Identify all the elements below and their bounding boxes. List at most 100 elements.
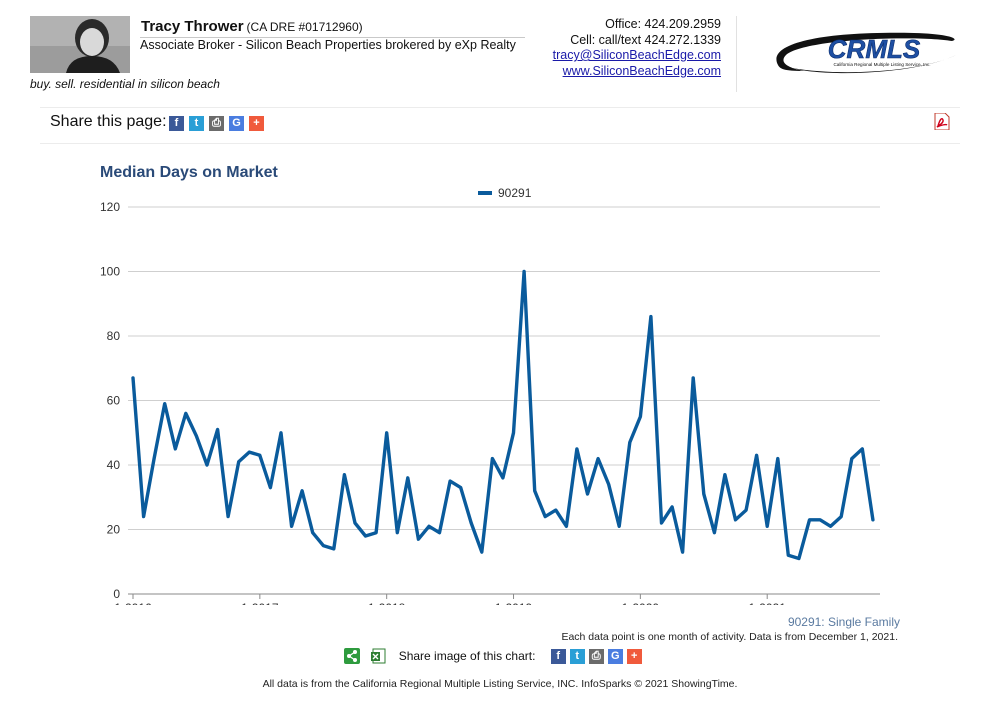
share-icon[interactable] <box>344 648 360 664</box>
data-point <box>322 544 325 547</box>
website-link[interactable]: www.SiliconBeachEdge.com <box>562 63 721 78</box>
data-point <box>628 441 631 444</box>
data-point <box>290 525 293 528</box>
chart-legend[interactable]: 90291 <box>478 186 531 200</box>
data-point <box>776 457 779 460</box>
x-tick-label: 1-2020 <box>622 601 660 605</box>
plus-icon[interactable]: + <box>249 116 264 131</box>
google-icon[interactable]: G <box>229 116 244 131</box>
facebook-icon[interactable]: f <box>550 649 566 664</box>
x-tick-label: 1-2019 <box>495 601 533 605</box>
twitter-icon[interactable]: t <box>569 649 585 664</box>
contact-divider <box>736 16 737 92</box>
median-days-chart: 0 20 40 60 80 100 120 1-2016 1-2017 1-2018 1-2019 1… <box>100 200 880 605</box>
x-tick-label: 1-2017 <box>241 601 279 605</box>
share-image-label: Share image of this chart: <box>398 649 536 663</box>
data-point <box>258 454 261 457</box>
print-icon[interactable]: ⎙ <box>588 649 604 664</box>
data-point <box>850 457 853 460</box>
cell-phone: Cell: call/text 424.272.1339 <box>570 32 721 47</box>
google-icon[interactable]: G <box>607 649 623 664</box>
logo-subtext: California Regional Multiple Listing Ser… <box>833 62 930 67</box>
x-tick-label: 1-2018 <box>368 601 406 605</box>
chart-title: Median Days on Market <box>100 164 278 181</box>
office-phone: Office: 424.209.2959 <box>605 17 721 31</box>
excel-icon[interactable] <box>371 648 387 664</box>
data-point <box>438 531 441 534</box>
series-note: 90291: Single Family <box>787 615 900 629</box>
data-point <box>861 447 864 450</box>
data-point <box>428 525 430 528</box>
data-point <box>227 515 230 518</box>
data-point <box>385 431 388 434</box>
name-divider <box>140 37 525 38</box>
logo-text: CRMLS <box>828 34 921 64</box>
data-point <box>343 473 346 476</box>
x-tick-label: 1-2021 <box>749 601 787 605</box>
share-image-row: Share image of this chart: f t ⎙ G + <box>344 648 642 666</box>
data-point <box>819 518 821 521</box>
data-point <box>734 518 737 521</box>
data-point <box>480 551 483 553</box>
plus-icon[interactable]: + <box>626 649 642 664</box>
print-icon[interactable]: ⎙ <box>209 116 224 131</box>
data-point <box>745 509 747 512</box>
data-point <box>681 551 684 553</box>
data-point <box>692 377 695 379</box>
data-point <box>449 480 451 483</box>
data-point <box>597 457 599 460</box>
y-tick-label: 0 <box>113 587 120 601</box>
twitter-icon[interactable]: t <box>189 116 204 131</box>
series-line-90291 <box>131 269 875 561</box>
data-point <box>755 454 758 457</box>
data-point <box>364 535 367 537</box>
data-point <box>798 557 800 560</box>
data-point <box>132 377 134 379</box>
data-point <box>153 457 156 460</box>
data-point <box>184 412 187 415</box>
data-point <box>713 531 716 534</box>
data-point <box>533 489 536 492</box>
email-link[interactable]: tracy@SiliconBeachEdge.com <box>552 48 721 62</box>
data-point <box>354 522 356 524</box>
footer-credit: All data is from the California Regional… <box>262 678 738 690</box>
data-point <box>332 547 335 550</box>
data-point <box>269 486 272 489</box>
pdf-icon[interactable] <box>934 112 950 131</box>
agent-photo <box>30 16 130 73</box>
data-point <box>311 531 314 534</box>
data-point <box>523 270 525 273</box>
data-point <box>618 525 621 528</box>
data-point <box>576 447 578 450</box>
agent-name: Tracy Thrower (CA DRE #01712960) <box>141 18 363 35</box>
agent-title: Associate Broker - Silicon Beach Propert… <box>140 38 516 52</box>
crmls-logo: CRMLS California Regional Multiple Listi… <box>764 25 958 79</box>
data-note: Each data point is one month of activity… <box>561 631 898 643</box>
share-image-buttons: f t ⎙ G + <box>547 648 642 664</box>
data-point <box>237 460 240 463</box>
data-point <box>195 435 198 437</box>
y-tick-label: 20 <box>107 523 121 537</box>
data-point <box>724 473 726 476</box>
data-point <box>840 515 843 518</box>
data-point <box>787 554 790 557</box>
data-point <box>396 531 399 534</box>
data-point <box>406 477 409 479</box>
legend-swatch <box>478 190 492 195</box>
data-point <box>808 518 811 521</box>
data-point <box>375 531 378 534</box>
data-point <box>544 515 547 518</box>
data-point <box>607 483 610 486</box>
facebook-icon[interactable]: f <box>169 116 184 131</box>
data-point <box>459 486 462 489</box>
data-point <box>248 451 251 453</box>
data-point <box>671 506 673 508</box>
y-tick-label: 60 <box>107 394 121 408</box>
share-bar-top-rule <box>40 107 960 108</box>
data-point <box>280 431 282 434</box>
data-point <box>206 464 208 466</box>
agent-portrait-image <box>30 16 130 73</box>
data-point <box>512 431 515 434</box>
agent-license: (CA DRE #01712960) <box>246 20 363 34</box>
data-point <box>702 493 705 495</box>
